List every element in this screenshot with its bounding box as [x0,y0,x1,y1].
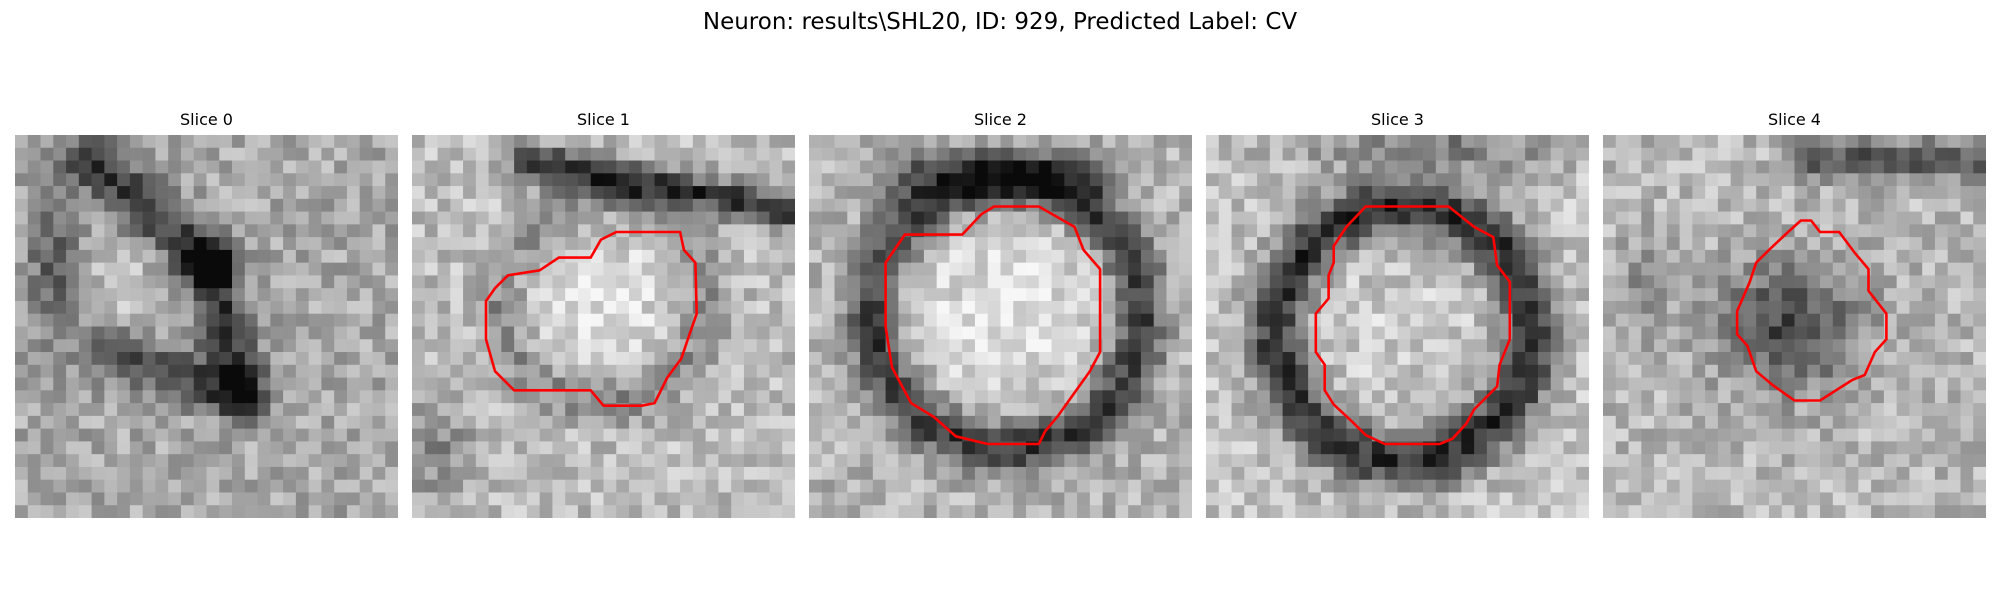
slice-title-4: Slice 4 [1768,110,1821,129]
slice-image-2 [809,135,1192,518]
slice-image-1 [412,135,795,518]
segmentation-contour-1 [484,230,699,408]
slice-image-3 [1206,135,1589,518]
slice-title-0: Slice 0 [180,110,233,129]
segmentation-contour-4 [1735,219,1888,402]
slice-panel-2: Slice 2 [809,110,1192,522]
segmentation-contour-3 [1314,205,1512,446]
slice-image-4 [1603,135,1986,518]
figure-title: Neuron: results\SHL20, ID: 929, Predicte… [702,9,1298,35]
slice-title-2: Slice 2 [974,110,1027,129]
slice-panel-4: Slice 4 [1603,110,1986,522]
segmentation-contour-2 [884,205,1102,446]
slice-image-0 [15,135,398,518]
slice-panel-0: Slice 0 [15,110,398,522]
slice-title-3: Slice 3 [1371,110,1424,129]
slice-panel-1: Slice 1 [412,110,795,522]
slice-panel-3: Slice 3 [1206,110,1589,522]
slice-title-1: Slice 1 [577,110,630,129]
